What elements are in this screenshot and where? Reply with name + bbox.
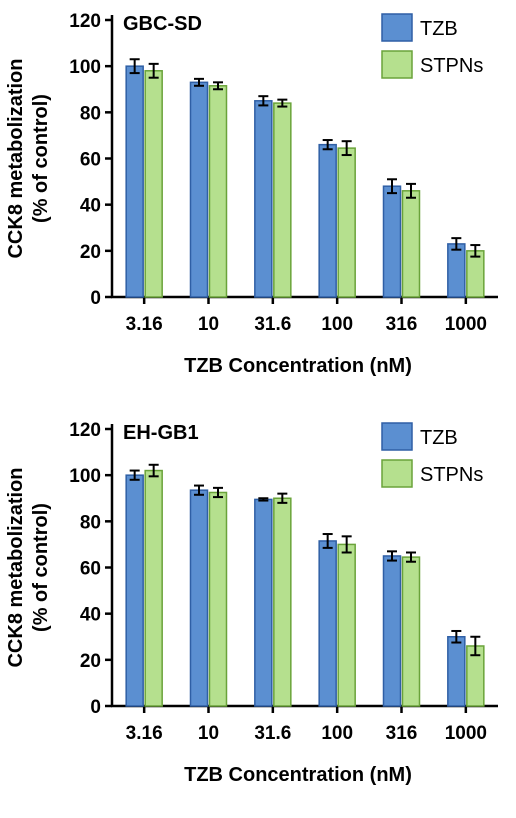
y-tick-label: 100: [69, 57, 101, 78]
y-tick-label: 40: [80, 605, 101, 626]
x-tick-label: 10: [198, 314, 219, 335]
x-tick-label: 10: [198, 723, 219, 744]
x-tick-label: 31.6: [254, 723, 291, 744]
legend-label-stpns: STPNs: [420, 464, 483, 486]
x-tick-label: 3.16: [126, 723, 163, 744]
y-axis-title-line-1: CCK8 metabolization: [5, 467, 27, 667]
y-axis-title-line-2: (% of control): [30, 503, 52, 632]
bar-tzb-3-16: [125, 65, 144, 298]
chart-title: GBC-SD: [123, 13, 202, 35]
bar-tzb-10: [189, 489, 209, 707]
y-tick-label: 60: [80, 150, 101, 171]
bar-stpns-316: [401, 556, 421, 707]
bar-tzb-100: [318, 143, 337, 298]
y-axis-title-line-2: (% of control): [30, 94, 52, 223]
x-tick-label: 100: [321, 723, 353, 744]
legend-swatch-stpns: [381, 459, 413, 488]
bar-stpns-3-16: [144, 70, 163, 298]
bar-tzb-31-6: [254, 100, 273, 298]
bar-tzb-100: [318, 540, 337, 707]
x-axis-title: TZB Concentration (nM): [184, 355, 412, 377]
bar-tzb-3-16: [125, 474, 144, 707]
bar-stpns-10: [208, 491, 228, 707]
bar-stpns-3-16: [144, 469, 163, 707]
x-tick-label: 100: [321, 314, 353, 335]
bar-tzb-316: [382, 185, 402, 298]
legend-swatch-tzb: [381, 13, 413, 42]
x-tick-label: 1000: [445, 314, 487, 335]
y-tick-label: 80: [80, 512, 101, 533]
chart-panel-eh-gb1: 0 20 40 60 80 100 120 3.16 10 31.6 100 316 1000 EH-GB…: [0, 409, 516, 818]
bar-stpns-31-6: [273, 497, 292, 707]
bar-stpns-31-6: [273, 102, 292, 298]
chart-title: EH-GB1: [123, 422, 199, 444]
y-tick-label: 120: [69, 420, 101, 441]
bar-tzb-10: [189, 81, 209, 298]
y-axis-title-line-1: CCK8 metabolization: [5, 58, 27, 258]
legend-swatch-tzb: [381, 422, 413, 451]
x-tick-label: 31.6: [254, 314, 291, 335]
x-tick-label: 1000: [445, 723, 487, 744]
chart-gbc-sd: 0 20 40 60 80 100 120 3.16 10 31.6 100 316 1000 GBC-S…: [5, 11, 498, 377]
y-tick-label: 40: [80, 196, 101, 217]
legend-label-stpns: STPNs: [420, 55, 483, 77]
bar-tzb-316: [382, 555, 402, 707]
y-tick-label: 20: [80, 242, 101, 263]
bar-stpns-316: [401, 190, 421, 298]
y-tick-label: 60: [80, 559, 101, 580]
legend-swatch-stpns: [381, 50, 413, 79]
legend-label-tzb: TZB: [420, 427, 458, 449]
legend-label-tzb: TZB: [420, 18, 458, 40]
x-tick-label: 3.16: [126, 314, 163, 335]
bar-tzb-1000: [447, 636, 466, 707]
bar-tzb-1000: [447, 243, 466, 298]
y-tick-label: 100: [69, 466, 101, 487]
bar-stpns-100: [337, 543, 356, 707]
chart-eh-gb1: 0 20 40 60 80 100 120 3.16 10 31.6 100 316 1000 EH-GB…: [5, 420, 498, 786]
y-tick-label: 120: [69, 11, 101, 32]
bar-stpns-1000: [466, 250, 485, 298]
x-tick-label: 316: [386, 723, 418, 744]
y-tick-label: 0: [90, 697, 101, 718]
bar-tzb-31-6: [254, 498, 273, 707]
y-tick-label: 80: [80, 103, 101, 124]
x-axis-title: TZB Concentration (nM): [184, 764, 412, 786]
chart-panel-gbc-sd: 0 20 40 60 80 100 120 3.16 10 31.6 100 316 1000 GBC-S…: [5, 11, 498, 377]
x-tick-label: 316: [386, 314, 418, 335]
bar-stpns-10: [208, 85, 228, 298]
bar-stpns-100: [337, 147, 356, 298]
y-tick-label: 0: [90, 288, 101, 309]
y-tick-label: 20: [80, 651, 101, 672]
